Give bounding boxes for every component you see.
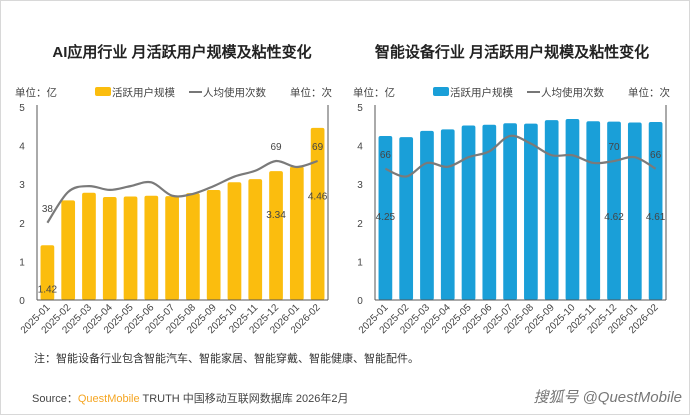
bar: [310, 127, 325, 301]
bar: [40, 245, 55, 300]
line-data-label: 69: [312, 142, 324, 153]
bar-data-label: 1.42: [38, 284, 58, 295]
line-data-label: 69: [270, 142, 282, 153]
bar: [144, 195, 159, 300]
bar: [420, 130, 434, 300]
source-rest: TRUTH 中国移动互联网数据库 2026年2月: [139, 393, 349, 405]
line-data-label: 70: [608, 142, 620, 153]
y-tick-label: 0: [357, 296, 363, 307]
y-tick-label: 5: [19, 103, 25, 114]
legend-bar-label: 活跃用户规模: [450, 86, 513, 99]
line-data-label: 38: [42, 204, 54, 215]
y-tick-label: 4: [357, 142, 363, 153]
bar: [565, 118, 580, 300]
source-prefix: Source：: [32, 393, 78, 405]
bar: [586, 121, 601, 300]
y-tick-label: 5: [357, 103, 363, 114]
legend-bar-label: 活跃用户规模: [112, 86, 175, 99]
bar: [269, 171, 283, 300]
bar: [482, 124, 497, 300]
y-tick-label: 1: [19, 257, 25, 268]
bar: [289, 166, 304, 300]
bar: [524, 123, 538, 301]
bar: [123, 196, 138, 300]
bar: [61, 200, 76, 300]
y-tick-label: 4: [19, 142, 25, 153]
bar: [461, 125, 476, 300]
bar-data-label: 4.61: [646, 212, 666, 223]
y-axis-unit-right: 单位：次: [290, 86, 332, 99]
chart-title: AI应用行业 月活跃用户规模及粘性变化: [52, 43, 311, 61]
usage-line: [384, 134, 657, 178]
bar-data-label: 4.46: [308, 192, 328, 203]
bar: [503, 123, 517, 300]
line-data-label: 66: [380, 150, 392, 161]
bar-data-label: 4.25: [376, 212, 396, 223]
y-axis-unit-left: 单位：亿: [353, 86, 395, 99]
bar-data-label: 4.62: [604, 212, 624, 223]
y-tick-label: 3: [19, 180, 25, 191]
bar: [227, 182, 242, 300]
bar: [206, 189, 221, 300]
bar: [627, 122, 642, 300]
bar: [378, 135, 393, 300]
y-tick-label: 3: [357, 180, 363, 191]
bar: [399, 137, 414, 300]
legend-bar-swatch: [433, 87, 449, 96]
legend-line-label: 人均使用次数: [203, 86, 266, 99]
legend-bar-swatch: [95, 87, 111, 96]
footnote: 注：智能设备行业包含智能汽车、智能家居、智能穿戴、智能健康、智能配件。: [34, 353, 419, 365]
watermark: 搜狐号 @QuestMobile: [533, 389, 682, 406]
y-axis-unit-left: 单位：亿: [15, 86, 57, 99]
bar: [248, 179, 263, 300]
bar: [544, 120, 559, 301]
bar: [607, 121, 621, 300]
bar: [165, 196, 179, 300]
y-tick-label: 1: [357, 257, 363, 268]
y-tick-label: 0: [19, 296, 25, 307]
source-line: Source：QuestMobile TRUTH 中国移动互联网数据库 2026…: [32, 390, 348, 406]
line-data-label: 66: [650, 150, 662, 161]
source-brand: QuestMobile: [77, 393, 140, 405]
usage-line: [46, 159, 318, 224]
y-tick-label: 2: [357, 219, 363, 230]
bar-data-label: 3.34: [266, 210, 286, 221]
bar: [102, 196, 117, 300]
bar: [648, 122, 663, 300]
bar: [440, 129, 455, 300]
y-axis-unit-right: 单位：次: [628, 86, 670, 99]
legend-line-label: 人均使用次数: [541, 86, 604, 99]
chart-title: 智能设备行业 月活跃用户规模及粘性变化: [375, 43, 649, 61]
bar: [186, 193, 200, 300]
bar: [82, 192, 96, 300]
y-tick-label: 2: [19, 219, 25, 230]
